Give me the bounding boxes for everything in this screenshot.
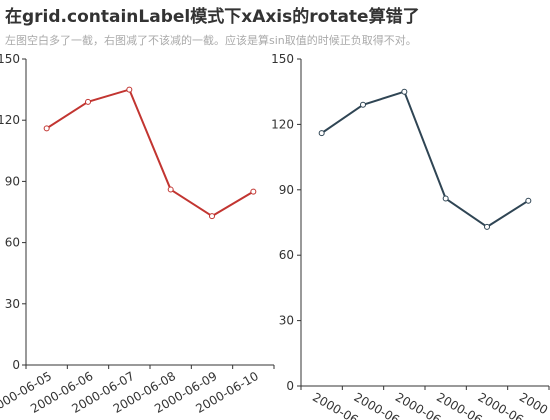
left-y-tick-label: 150 xyxy=(0,52,20,66)
right-data-point xyxy=(360,101,366,108)
left-data-point xyxy=(126,86,133,93)
left-data-point xyxy=(209,213,215,220)
right-data-point xyxy=(442,195,449,202)
right-series-line xyxy=(321,90,529,228)
left-y-tick-label: 30 xyxy=(5,297,20,311)
right-y-tick-label: 0 xyxy=(286,379,294,393)
right-x-tick-label: 2000-06 xyxy=(310,390,360,420)
right-y-tick-label: 60 xyxy=(279,248,294,262)
right-data-point xyxy=(401,88,408,95)
right-data-point xyxy=(484,223,490,230)
left-y-tick-label: 90 xyxy=(5,174,20,188)
left-data-point xyxy=(43,125,50,132)
left-y-tick-label: 0 xyxy=(12,358,20,372)
right-y-tick-label: 90 xyxy=(279,183,294,197)
left-y-tick-label: 60 xyxy=(5,236,20,250)
right-y-tick-label: 30 xyxy=(279,314,294,328)
page-subtitle: 左图空白多了一截，右图减了不该减的一截。应该是算sin取值的时候正负取得不对。 xyxy=(5,34,417,47)
right-y-tick-label: 120 xyxy=(271,117,294,131)
left-series-line xyxy=(46,88,254,218)
left-data-point xyxy=(250,188,257,195)
left-chart: 03060901201502000-06-052000-06-062000-06… xyxy=(0,52,275,416)
right-y-tick-label: 150 xyxy=(271,52,294,66)
right-chart: 03060901201502000-062000-062000-062000-0… xyxy=(271,52,550,420)
left-data-point xyxy=(85,98,91,105)
page-title: 在grid.containLabel模式下xAxis的rotate算错了 xyxy=(5,7,420,27)
right-data-point xyxy=(525,197,532,204)
left-data-point xyxy=(167,186,174,193)
right-data-point xyxy=(318,130,325,137)
left-y-tick-label: 120 xyxy=(0,113,20,127)
